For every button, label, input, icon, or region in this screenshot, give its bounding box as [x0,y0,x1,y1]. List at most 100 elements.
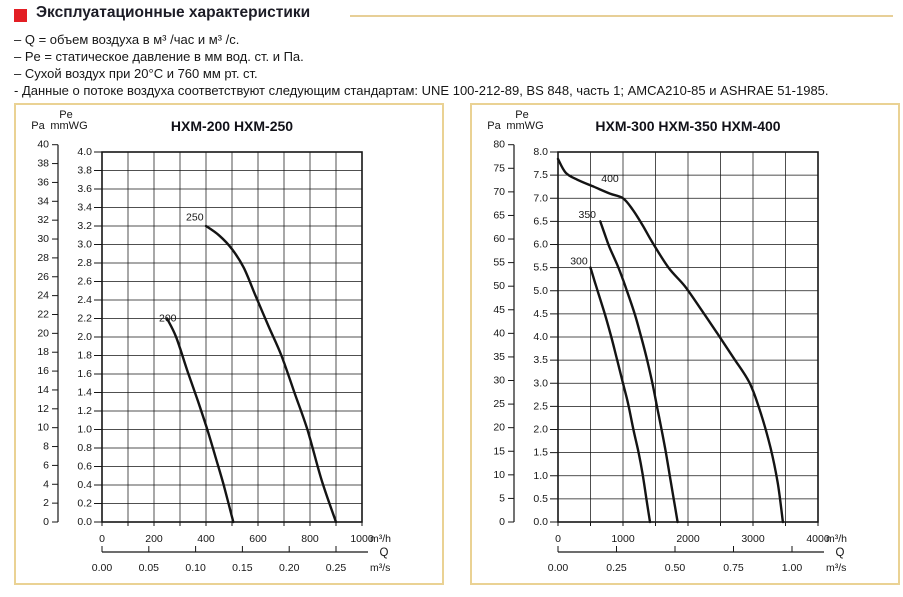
pa-tick-label: 35 [493,351,505,363]
mmwg-tick-label: 5.5 [533,262,548,274]
pa-tick-label: 30 [493,375,505,387]
pa-tick-label: 45 [493,304,505,316]
mmwg-tick-label: 0.6 [77,461,92,473]
pa-tick-label: 65 [493,209,505,221]
note-line: – Сухой воздух при 20°C и 760 мм рт. ст. [14,66,258,81]
chart-title: HXM-300 HXM-350 HXM-400 [595,118,780,134]
pa-axis-title: Pa [31,120,45,132]
mmwg-tick-label: 2.8 [77,257,92,269]
mmwg-tick-label: 7.0 [533,192,548,204]
chart-title: HXM-200 HXM-250 [171,118,293,134]
x-tick-label: 1000 [350,533,374,545]
pa-tick-label: 4 [43,478,49,490]
mmwg-tick-label: 1.5 [533,447,548,459]
pa-tick-label: 22 [37,308,49,320]
mmwg-tick-label: 1.0 [533,470,548,482]
curve-label-300: 300 [570,255,588,267]
notes-block: – Q = объем воздуха в м³ /час и м³ /с. –… [14,31,829,99]
mmwg-tick-label: 0.0 [77,516,92,528]
pa-tick-label: 55 [493,257,505,269]
q-symbol-label: Q [836,547,845,559]
pa-tick-label: 80 [493,139,505,151]
mmwg-tick-label: 8.0 [533,146,548,158]
mmwg-tick-label: 3.0 [77,239,92,251]
x2-tick-label: 0.75 [723,562,744,574]
pa-tick-label: 40 [37,139,49,151]
x-tick-label: 600 [249,533,267,545]
curve-200 [165,317,235,524]
x-tick-label: 2000 [676,533,700,545]
pa-tick-label: 16 [37,365,49,377]
x2-tick-label: 0.00 [548,562,569,574]
pa-tick-label: 24 [37,290,49,302]
curve-350 [599,220,679,524]
mmwg-tick-label: 4.5 [533,308,548,320]
mmwg-tick-label: 2.6 [77,276,92,288]
mmwg-tick-label: 6.0 [533,239,548,251]
x2-tick-label: 0.50 [665,562,686,574]
mmwg-tick-label: 5.0 [533,285,548,297]
curve-250 [204,224,338,524]
mmwg-tick-label: 6.5 [533,215,548,227]
x2-tick-label: 0.10 [185,562,206,574]
pe-axis-title: Pe [59,109,72,121]
pa-tick-label: 14 [37,384,49,396]
pa-tick-label: 6 [43,459,49,471]
pa-tick-label: 0 [43,516,49,528]
mmwg-tick-label: 0.2 [77,498,92,510]
x2-tick-label: 0.05 [139,562,160,574]
pa-tick-label: 18 [37,346,49,358]
pa-tick-label: 20 [493,422,505,434]
curve-label-200: 200 [159,312,177,324]
mmwg-tick-label: 1.8 [77,350,92,362]
x-tick-label: 200 [145,533,163,545]
pa-tick-label: 8 [43,441,49,453]
curve-300 [589,266,652,524]
x2-tick-label: 1.00 [782,562,803,574]
x-unit-primary-label: m³/h [370,533,391,545]
pa-tick-label: 10 [37,422,49,434]
x2-tick-label: 0.25 [326,562,347,574]
mmwg-tick-label: 3.2 [77,220,92,232]
mmwg-tick-label: 2.0 [77,331,92,343]
pa-tick-label: 12 [37,403,49,415]
mmwg-tick-label: 1.4 [77,387,92,399]
section-rule [350,15,893,17]
x2-tick-label: 0.00 [92,562,113,574]
mmwg-tick-label: 0.8 [77,442,92,454]
mmwg-tick-label: 0.5 [533,493,548,505]
pa-tick-label: 20 [37,327,49,339]
section-bullet-icon [14,9,27,22]
note-line: – Q = объем воздуха в м³ /час и м³ /с. [14,32,240,47]
fan-curve-chart-hxm-300-350-400: 8.0 7.5 7.0 6.5 6.0 5.5 5.0 4.5 4.0 3.5 3.0 2.5 2.0 1… [487,109,847,574]
mmwg-axis-title: mmWG [506,120,543,132]
pa-tick-label: 30 [37,233,49,245]
mmwg-tick-label: 2.0 [533,424,548,436]
curve-label-350: 350 [578,209,596,221]
section-title: Эксплуатационные характеристики [36,4,311,21]
mmwg-tick-label: 4.0 [533,331,548,343]
mmwg-tick-label: 0.4 [77,479,92,491]
x2-tick-label: 0.15 [232,562,253,574]
mmwg-tick-label: 2.4 [77,294,92,306]
pa-tick-label: 34 [37,195,49,207]
x2-unit-label: m³/s [826,562,846,574]
mmwg-tick-label: 3.6 [77,183,92,195]
x-tick-label: 800 [301,533,319,545]
pa-tick-label: 50 [493,280,505,292]
pa-tick-label: 0 [499,516,505,528]
mmwg-tick-label: 1.0 [77,424,92,436]
note-line: - Данные о потоке воздуха соответствуют … [14,83,829,98]
x-tick-label: 3000 [741,533,765,545]
fan-curve-chart-hxm-200-250: 4.0 3.8 3.6 3.4 3.2 3.0 2.8 2.6 2.4 2.2 2.0 1.8 1.6 1… [31,109,391,574]
x-tick-label: 0 [99,533,105,545]
mmwg-tick-label: 3.0 [533,377,548,389]
mmwg-tick-label: 7.5 [533,169,548,181]
q-symbol-label: Q [380,547,389,559]
pa-tick-label: 36 [37,176,49,188]
x-unit-primary-label: m³/h [826,533,847,545]
mmwg-tick-label: 4.0 [77,146,92,158]
pa-tick-label: 26 [37,271,49,283]
pa-tick-label: 25 [493,398,505,410]
pa-tick-label: 15 [493,445,505,457]
